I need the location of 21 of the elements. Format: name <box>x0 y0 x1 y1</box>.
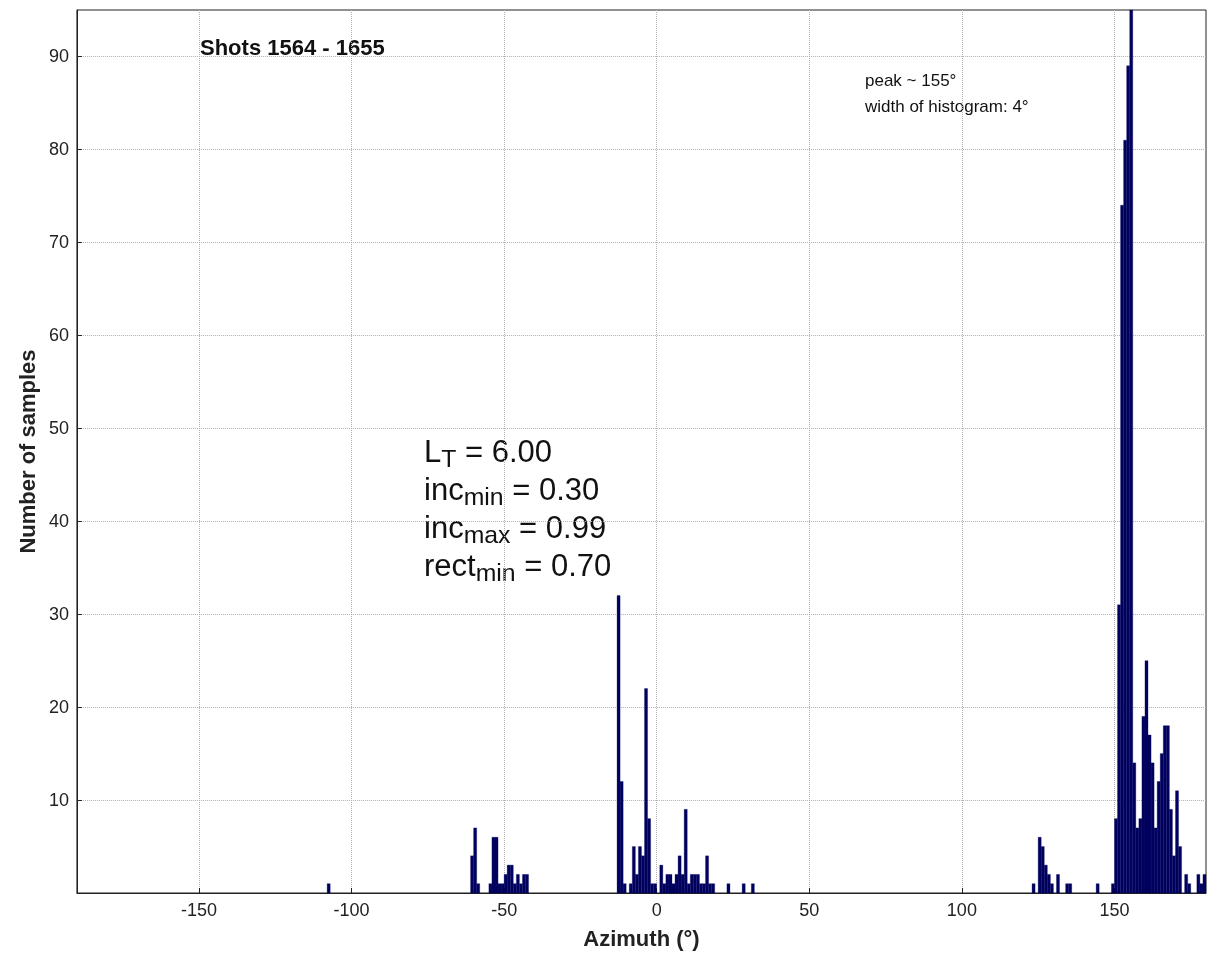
x-tick-label: -100 <box>333 900 370 920</box>
x-tick-label: 150 <box>1099 900 1130 920</box>
y-axis-title: Number of samples <box>14 349 40 554</box>
x-tick-label: 100 <box>946 900 977 920</box>
y-tick-label: 20 <box>48 697 69 718</box>
annotation: width of histogram: 4° <box>864 97 1029 116</box>
x-tick-label: 50 <box>799 900 820 920</box>
y-tick-label: 40 <box>48 511 69 532</box>
y-tick-label: 70 <box>48 232 69 253</box>
x-tick-label: -50 <box>491 900 518 920</box>
y-tick-label: 80 <box>48 139 69 160</box>
x-tick-label: 0 <box>651 900 662 920</box>
y-tick-label: 30 <box>48 604 69 625</box>
y-tick-label: 90 <box>48 46 69 67</box>
y-tick-label: 50 <box>48 418 69 439</box>
y-tick-label: 60 <box>48 325 69 346</box>
annotation: Shots 1564 - 1655 <box>200 34 385 60</box>
x-axis-title: Azimuth (°) <box>583 925 700 951</box>
x-tick-label: -150 <box>180 900 217 920</box>
y-tick-label: 10 <box>48 790 69 811</box>
annotation: peak ~ 155° <box>865 71 957 90</box>
